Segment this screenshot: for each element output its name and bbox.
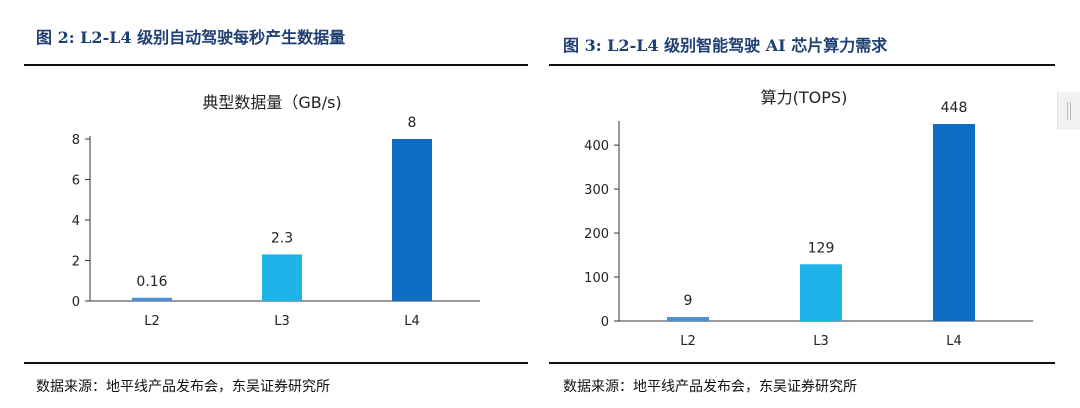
data-label-l2: 0.16 bbox=[136, 274, 167, 290]
figure-3-bottom-rule bbox=[549, 362, 1055, 364]
figure-2-title: 图 2: L2-L4 级别自动驾驶每秒产生数据量 bbox=[36, 28, 346, 47]
scroll-handle[interactable] bbox=[1057, 92, 1080, 130]
x-tick-label: L2 bbox=[144, 314, 160, 329]
x-tick-label: L4 bbox=[404, 314, 420, 329]
bar-l3 bbox=[262, 254, 302, 301]
data-label-l2: 9 bbox=[684, 293, 693, 309]
chart-title: 算力(TOPS) bbox=[761, 88, 848, 107]
grip-icon bbox=[1067, 102, 1071, 120]
y-tick-label: 100 bbox=[584, 271, 609, 286]
data-label-l3: 2.3 bbox=[271, 230, 293, 246]
data-label-l3: 129 bbox=[808, 240, 835, 256]
y-tick-label: 0 bbox=[601, 315, 609, 330]
figure-3-top-rule bbox=[549, 64, 1055, 66]
figure-2-chart: 典型数据量（GB/s) 0 2 4 6 8 0.16 L2 2.3 L3 8 L4 bbox=[72, 93, 480, 329]
figure-2-top-rule bbox=[24, 64, 528, 66]
y-tick-label: 200 bbox=[584, 227, 609, 242]
figure-2-bottom-rule bbox=[24, 362, 528, 364]
bar-l2 bbox=[132, 297, 172, 301]
y-tick-label: 6 bbox=[72, 174, 80, 189]
y-tick-label: 400 bbox=[584, 139, 609, 154]
figure-2-source: 数据来源：地平线产品发布会，东吴证券研究所 bbox=[36, 379, 330, 395]
bar-l3 bbox=[800, 264, 842, 321]
figure-3-source: 数据来源：地平线产品发布会，东吴证券研究所 bbox=[563, 379, 857, 395]
bar-l2 bbox=[667, 317, 709, 321]
y-tick-label: 2 bbox=[72, 255, 80, 270]
chart-title: 典型数据量（GB/s) bbox=[202, 93, 341, 112]
figure-3-chart: 算力(TOPS) 0 100 200 300 400 9 L2 129 L3 448 L4 bbox=[584, 88, 1033, 349]
x-tick-label: L4 bbox=[946, 334, 962, 349]
bar-l4 bbox=[933, 124, 975, 321]
x-tick-label: L2 bbox=[680, 334, 696, 349]
y-tick-label: 8 bbox=[72, 133, 80, 148]
x-tick-label: L3 bbox=[274, 314, 290, 329]
figure-3-title: 图 3: L2-L4 级别智能驾驶 AI 芯片算力需求 bbox=[563, 36, 888, 55]
bar-l4 bbox=[392, 139, 432, 301]
y-tick-label: 0 bbox=[72, 295, 80, 310]
data-label-l4: 8 bbox=[408, 115, 417, 131]
data-label-l4: 448 bbox=[941, 100, 968, 116]
y-tick-label: 300 bbox=[584, 183, 609, 198]
y-tick-label: 4 bbox=[72, 214, 80, 229]
x-tick-label: L3 bbox=[813, 334, 829, 349]
